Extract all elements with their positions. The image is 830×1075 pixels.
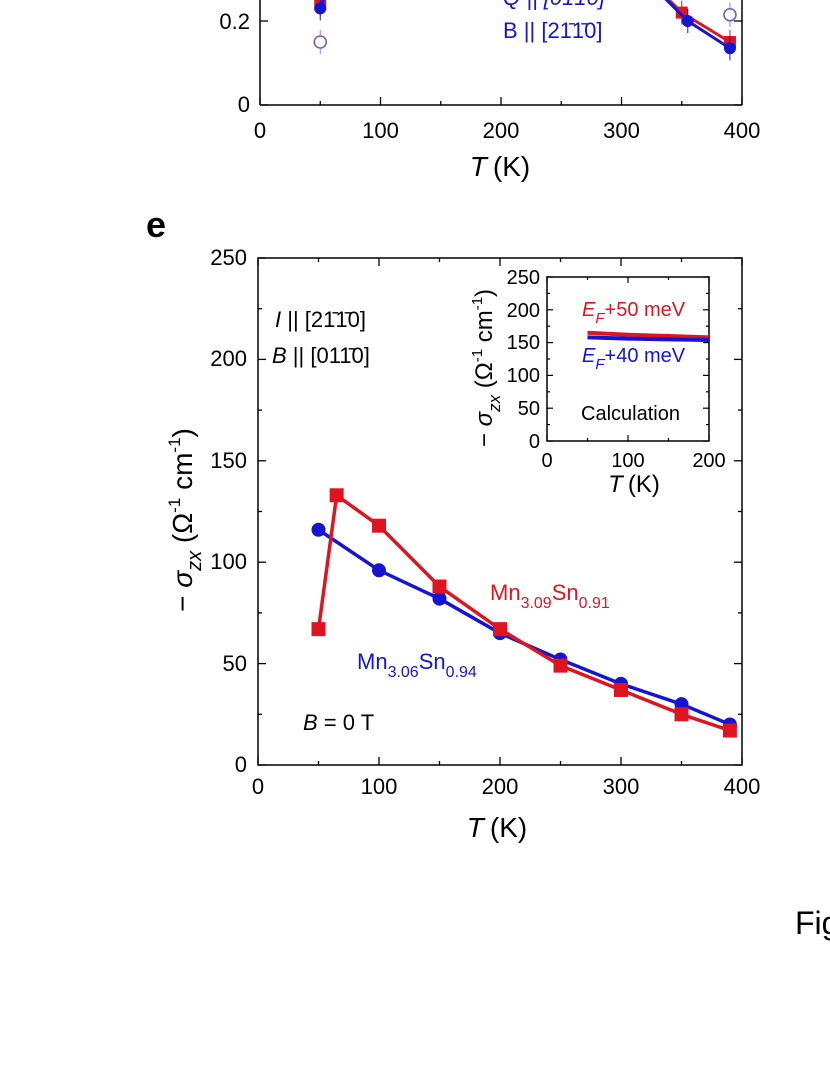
top-x-axis-title: T (K)	[470, 151, 530, 182]
field-value-label: B = 0 T	[303, 710, 374, 735]
inset-label-blue: EF+40 meV	[582, 345, 686, 373]
top-panel: 0 0.2 0 100 200 300 400 T(K) Q || [01̄1̄…	[219, 0, 760, 182]
main-y-axis-title: − σzx (Ω-1 cm-1)	[165, 428, 206, 612]
main-ytick-label-0: 0	[235, 752, 247, 777]
inset-ytick-label-50: 50	[518, 398, 540, 420]
top-series-line-edge-1	[664, 0, 689, 23]
inset-panel: 0 50 100 150 200 250 0 100 200 T (K) − σz…	[469, 267, 726, 498]
top-annotation-b: B || [21̄1̄0]	[503, 18, 603, 43]
top-xtick-label-3: 300	[603, 118, 640, 143]
inset-series-line-red	[587, 330, 710, 340]
top-ytick-label-0: 0	[238, 92, 250, 117]
main-xtick-label-200: 200	[482, 774, 519, 799]
current-direction-label: I || [21̄1̄0]	[275, 307, 366, 332]
inset-calculation-label: Calculation	[581, 403, 680, 425]
top-series-line-end-1	[686, 19, 731, 50]
inset-ytick-label-100: 100	[507, 365, 540, 387]
inset-xtick-label-100: 100	[611, 450, 644, 472]
data-point-red	[614, 682, 628, 697]
data-point-red	[674, 707, 689, 722]
series-label-red: Mn3.09Sn0.91	[490, 580, 610, 612]
data-point-red	[722, 723, 737, 738]
main-xtick-label-0: 0	[252, 774, 264, 799]
main-ytick-label-250: 250	[210, 245, 247, 270]
series-line-blue	[317, 528, 731, 727]
inset-y-axis-title: − σzx (Ω-1 cm-1)	[469, 289, 504, 447]
main-x-axis-title: T (K)	[467, 812, 527, 843]
top-point-open-circle	[313, 35, 327, 49]
data-point-red	[493, 622, 507, 637]
series-label-blue: Mn3.06Sn0.94	[357, 649, 477, 681]
inset-x-axis-title: T (K)	[608, 471, 660, 498]
inset-ytick-label-200: 200	[507, 300, 540, 322]
data-point-blue	[432, 591, 447, 606]
top-xtick-label-2: 200	[483, 118, 520, 143]
inset-label-red: EF+50 meV	[582, 299, 686, 327]
top-ytick-label-1: 0.2	[219, 9, 250, 34]
top-xtick-label-4: 400	[724, 118, 761, 143]
inset-series-line-blue	[587, 335, 710, 342]
main-xtick-label-300: 300	[603, 774, 640, 799]
top-point-circle	[723, 42, 736, 55]
data-point-blue	[372, 563, 386, 578]
top-point-square	[675, 6, 688, 19]
figure-caption-fragment: Fig	[795, 905, 830, 941]
top-series	[313, 0, 737, 61]
data-point-red	[372, 518, 386, 533]
top-xtick-label-1: 100	[362, 118, 399, 143]
main-ytick-label-150: 150	[210, 448, 247, 473]
main-xtick-label-400: 400	[724, 774, 761, 799]
top-point-circle	[314, 2, 327, 15]
data-point-red	[311, 622, 326, 637]
top-annotation-q: Q || [01̄1̄0]	[503, 0, 606, 10]
main-ytick-label-200: 200	[210, 346, 247, 371]
inset-xtick-label-200: 200	[692, 450, 725, 472]
panel-letter-e: e	[146, 204, 166, 245]
top-point-open-circle	[723, 7, 737, 22]
main-ytick-label-50: 50	[223, 651, 247, 676]
main-ytick-label-100: 100	[210, 549, 247, 574]
top-xtick-label-0: 0	[254, 118, 266, 143]
inset-ytick-label-0: 0	[529, 431, 540, 453]
inset-series	[587, 330, 710, 342]
top-ticks	[259, 20, 743, 106]
inset-ytick-label-150: 150	[507, 332, 540, 354]
main-series	[311, 488, 737, 738]
inset-ticks	[546, 276, 710, 442]
inset-xtick-label-0: 0	[541, 450, 552, 472]
data-point-red	[432, 579, 447, 594]
data-point-red	[553, 658, 568, 673]
main-xtick-label-100: 100	[361, 774, 398, 799]
field-direction-label: B || [011̄0]	[272, 343, 370, 368]
main-ticks	[257, 257, 743, 766]
data-point-blue	[311, 522, 326, 537]
data-point-red	[329, 488, 344, 503]
inset-ytick-label-250: 250	[507, 267, 540, 289]
top-point-circle	[681, 15, 694, 27]
